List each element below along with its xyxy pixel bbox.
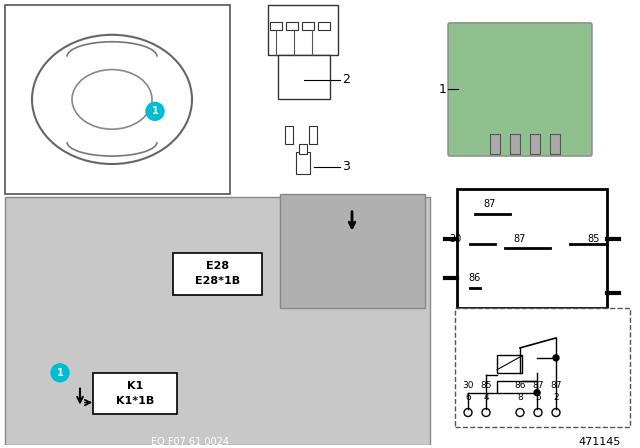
Bar (285, 126, 293, 144)
Text: 1: 1 (152, 106, 158, 116)
Bar (5, 197, 430, 445)
Text: 2: 2 (342, 73, 350, 86)
Text: K1*1B: K1*1B (116, 396, 154, 405)
Text: 30: 30 (450, 233, 462, 244)
Bar (286, 22, 298, 30)
Bar (510, 134, 520, 154)
Text: 1: 1 (56, 368, 63, 378)
Bar (299, 144, 307, 154)
Bar (5, 5, 230, 194)
Text: 87: 87 (550, 381, 562, 390)
Text: 1: 1 (439, 83, 447, 96)
Bar (550, 134, 560, 154)
Text: E28: E28 (207, 261, 230, 271)
Circle shape (482, 409, 490, 417)
Circle shape (552, 409, 560, 417)
Text: E28*1B: E28*1B (195, 276, 241, 286)
Circle shape (534, 390, 540, 396)
Ellipse shape (72, 69, 152, 129)
Circle shape (516, 409, 524, 417)
Bar (530, 134, 540, 154)
Text: 2: 2 (553, 393, 559, 402)
Text: 85: 85 (588, 233, 600, 244)
Text: 6: 6 (465, 393, 471, 402)
Text: EO F07 61 0024: EO F07 61 0024 (151, 437, 229, 448)
Text: 5: 5 (535, 393, 541, 402)
Text: 8: 8 (517, 393, 523, 402)
Text: K1: K1 (127, 381, 143, 391)
Text: 4: 4 (483, 393, 489, 402)
Circle shape (553, 355, 559, 361)
Ellipse shape (32, 35, 192, 164)
FancyBboxPatch shape (93, 373, 177, 414)
Circle shape (146, 103, 164, 120)
Text: 85: 85 (480, 381, 492, 390)
Bar (309, 126, 317, 144)
Bar (296, 152, 310, 174)
Bar (280, 194, 425, 308)
Circle shape (534, 409, 542, 417)
Text: 471145: 471145 (579, 437, 621, 448)
Circle shape (464, 409, 472, 417)
Text: 3: 3 (342, 160, 350, 173)
Text: 30: 30 (462, 381, 474, 390)
Bar (270, 22, 282, 30)
Text: 87: 87 (484, 199, 496, 209)
Bar (490, 134, 500, 154)
Bar (318, 22, 330, 30)
Circle shape (51, 364, 69, 382)
FancyBboxPatch shape (173, 254, 262, 295)
Text: 87: 87 (514, 233, 526, 244)
Bar (278, 55, 330, 99)
Text: 86: 86 (515, 381, 525, 390)
Bar (497, 355, 522, 373)
Text: 86: 86 (468, 273, 480, 283)
Bar (455, 308, 630, 427)
Bar (457, 189, 607, 308)
Bar (497, 381, 537, 392)
Bar (302, 22, 314, 30)
Bar (268, 5, 338, 55)
FancyBboxPatch shape (448, 23, 592, 156)
Text: 87: 87 (532, 381, 544, 390)
